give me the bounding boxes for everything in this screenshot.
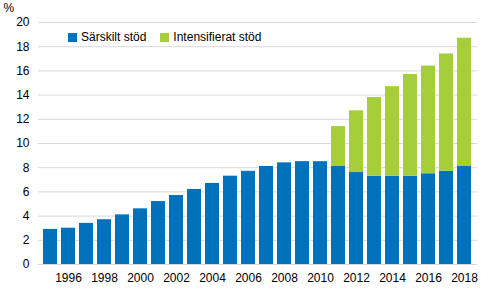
svg-text:2018: 2018 [451,271,478,285]
svg-text:2008: 2008 [271,271,298,285]
svg-text:6: 6 [23,185,30,199]
svg-text:2000: 2000 [127,271,154,285]
svg-text:16: 16 [16,64,30,78]
html-text:Särskilt stöd: Särskilt stöd [81,30,147,44]
svg-text:0: 0 [23,257,30,271]
svg-text:10: 10 [16,136,30,150]
svg-text:2014: 2014 [379,271,406,285]
svg-text:%: % [4,1,15,15]
svg-text:2002: 2002 [163,271,190,285]
svg-text:12: 12 [16,112,30,126]
svg-text:1996: 1996 [55,271,82,285]
svg-text:2010: 2010 [307,271,334,285]
svg-text:4: 4 [23,209,30,223]
svg-text:2004: 2004 [199,271,226,285]
svg-text:18: 18 [16,40,30,54]
svg-text:2016: 2016 [415,271,442,285]
svg-text:2: 2 [23,233,30,247]
html-text:Intensifierat stöd: Intensifierat stöd [173,30,262,44]
svg-text:20: 20 [16,15,30,29]
svg-text:2006: 2006 [235,271,262,285]
svg-text:14: 14 [16,88,30,102]
svg-text:1998: 1998 [91,271,118,285]
svg-text:2012: 2012 [343,271,370,285]
svg-text:8: 8 [23,161,30,175]
